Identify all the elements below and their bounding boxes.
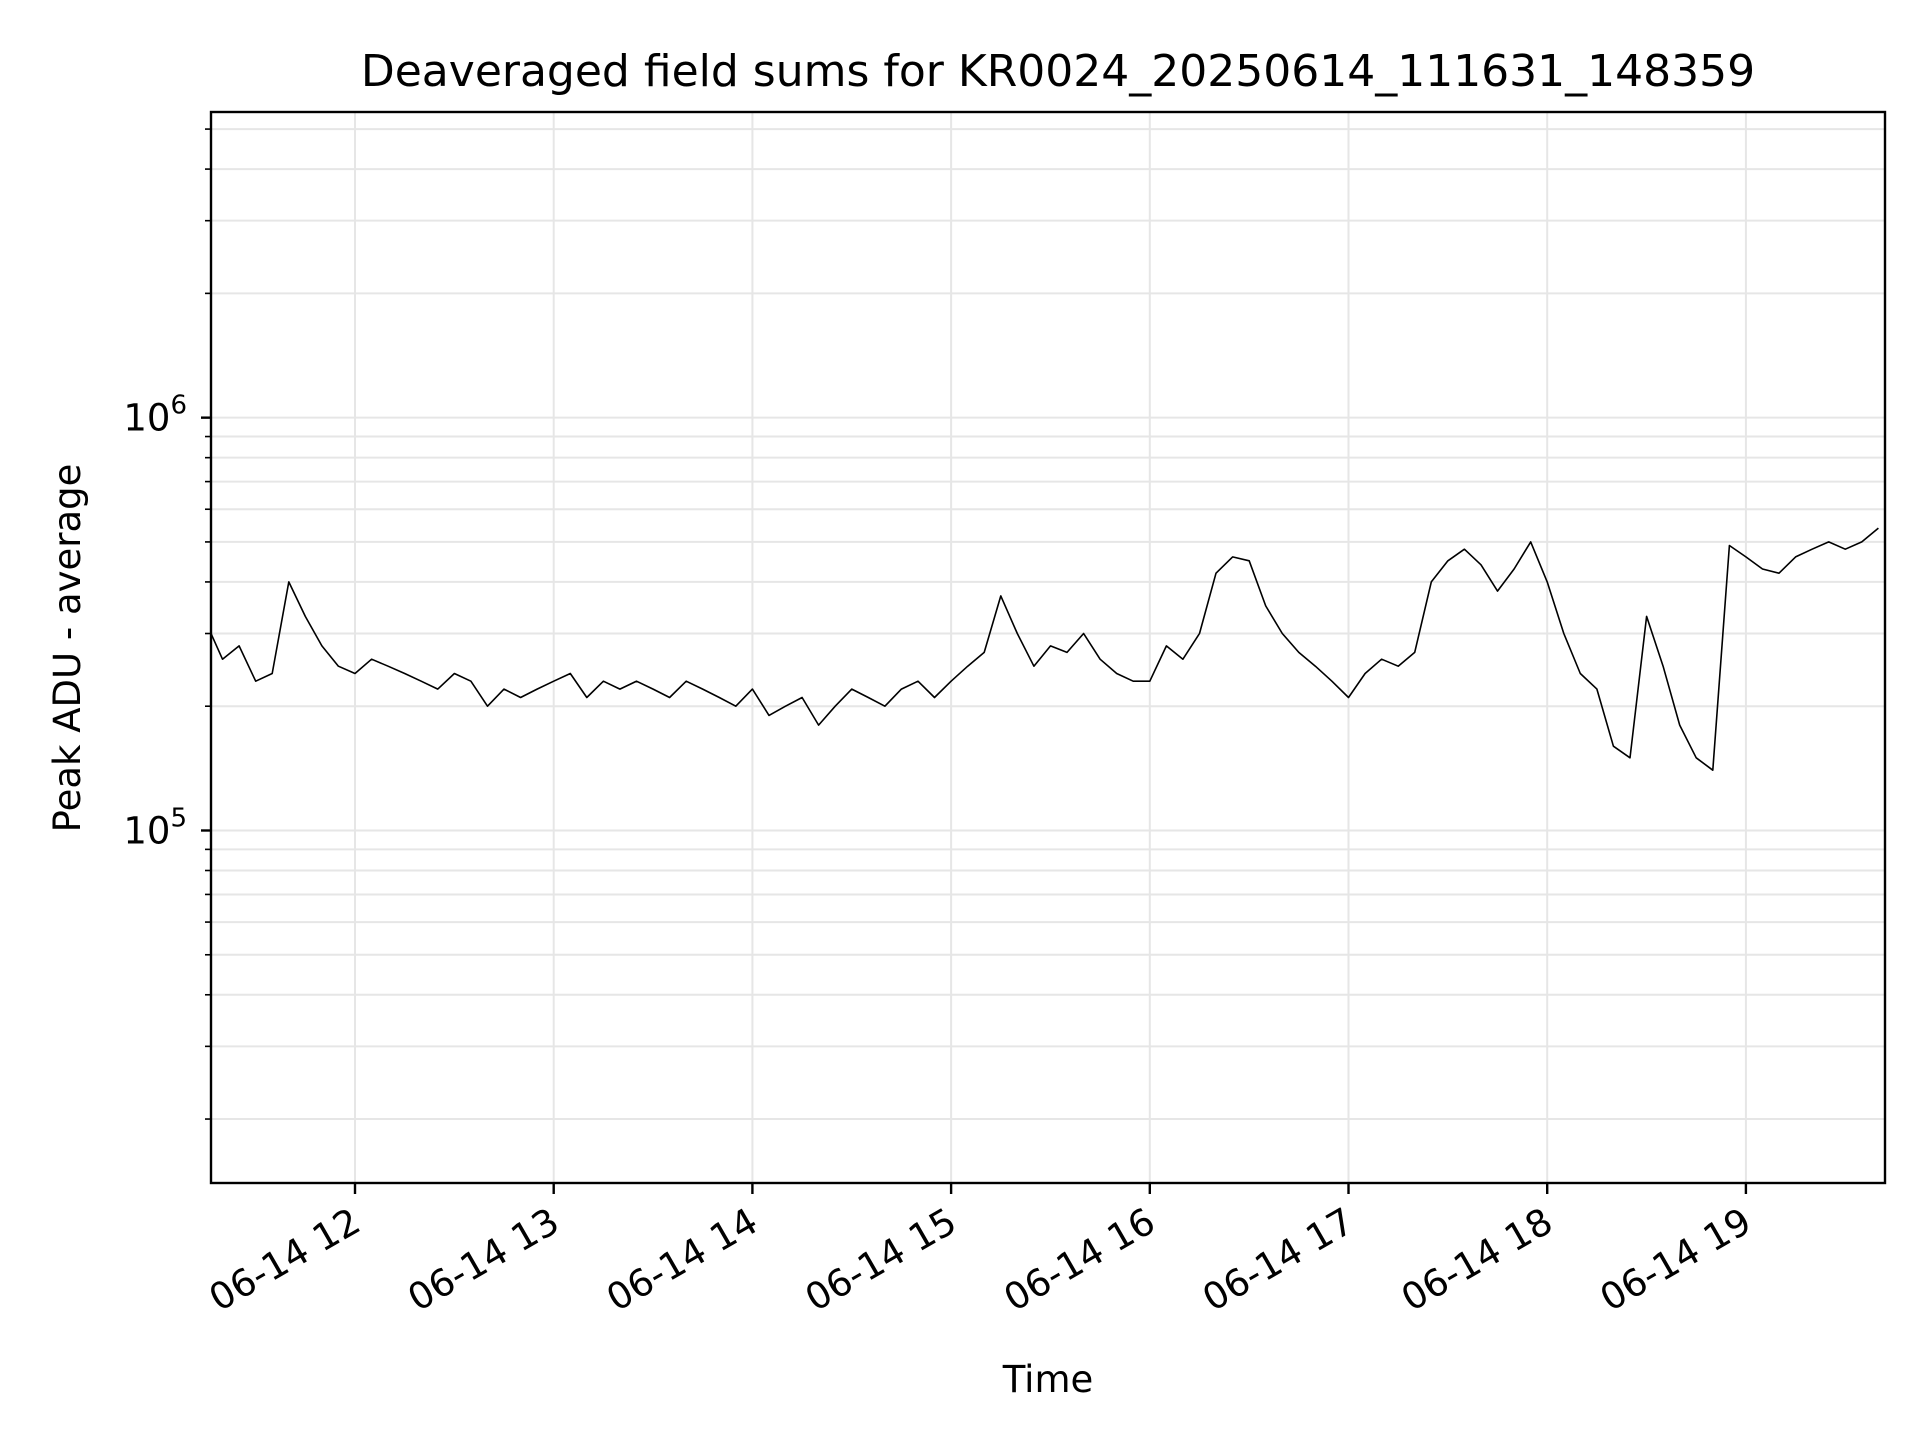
x-axis-label: Time xyxy=(1002,1358,1094,1401)
y-axis: 105 106 xyxy=(123,128,211,1120)
y-tick-label: 105 xyxy=(123,803,187,852)
series-layer xyxy=(210,527,1879,772)
plot-frame xyxy=(209,110,1887,1185)
y-tick-label: 106 xyxy=(123,391,187,440)
gridlines xyxy=(211,112,1885,1183)
y-axis-label: Peak ADU - average xyxy=(46,464,89,833)
series-line xyxy=(210,527,1879,772)
chart-title: Deaveraged field sums for KR0024_2025061… xyxy=(361,46,1755,97)
